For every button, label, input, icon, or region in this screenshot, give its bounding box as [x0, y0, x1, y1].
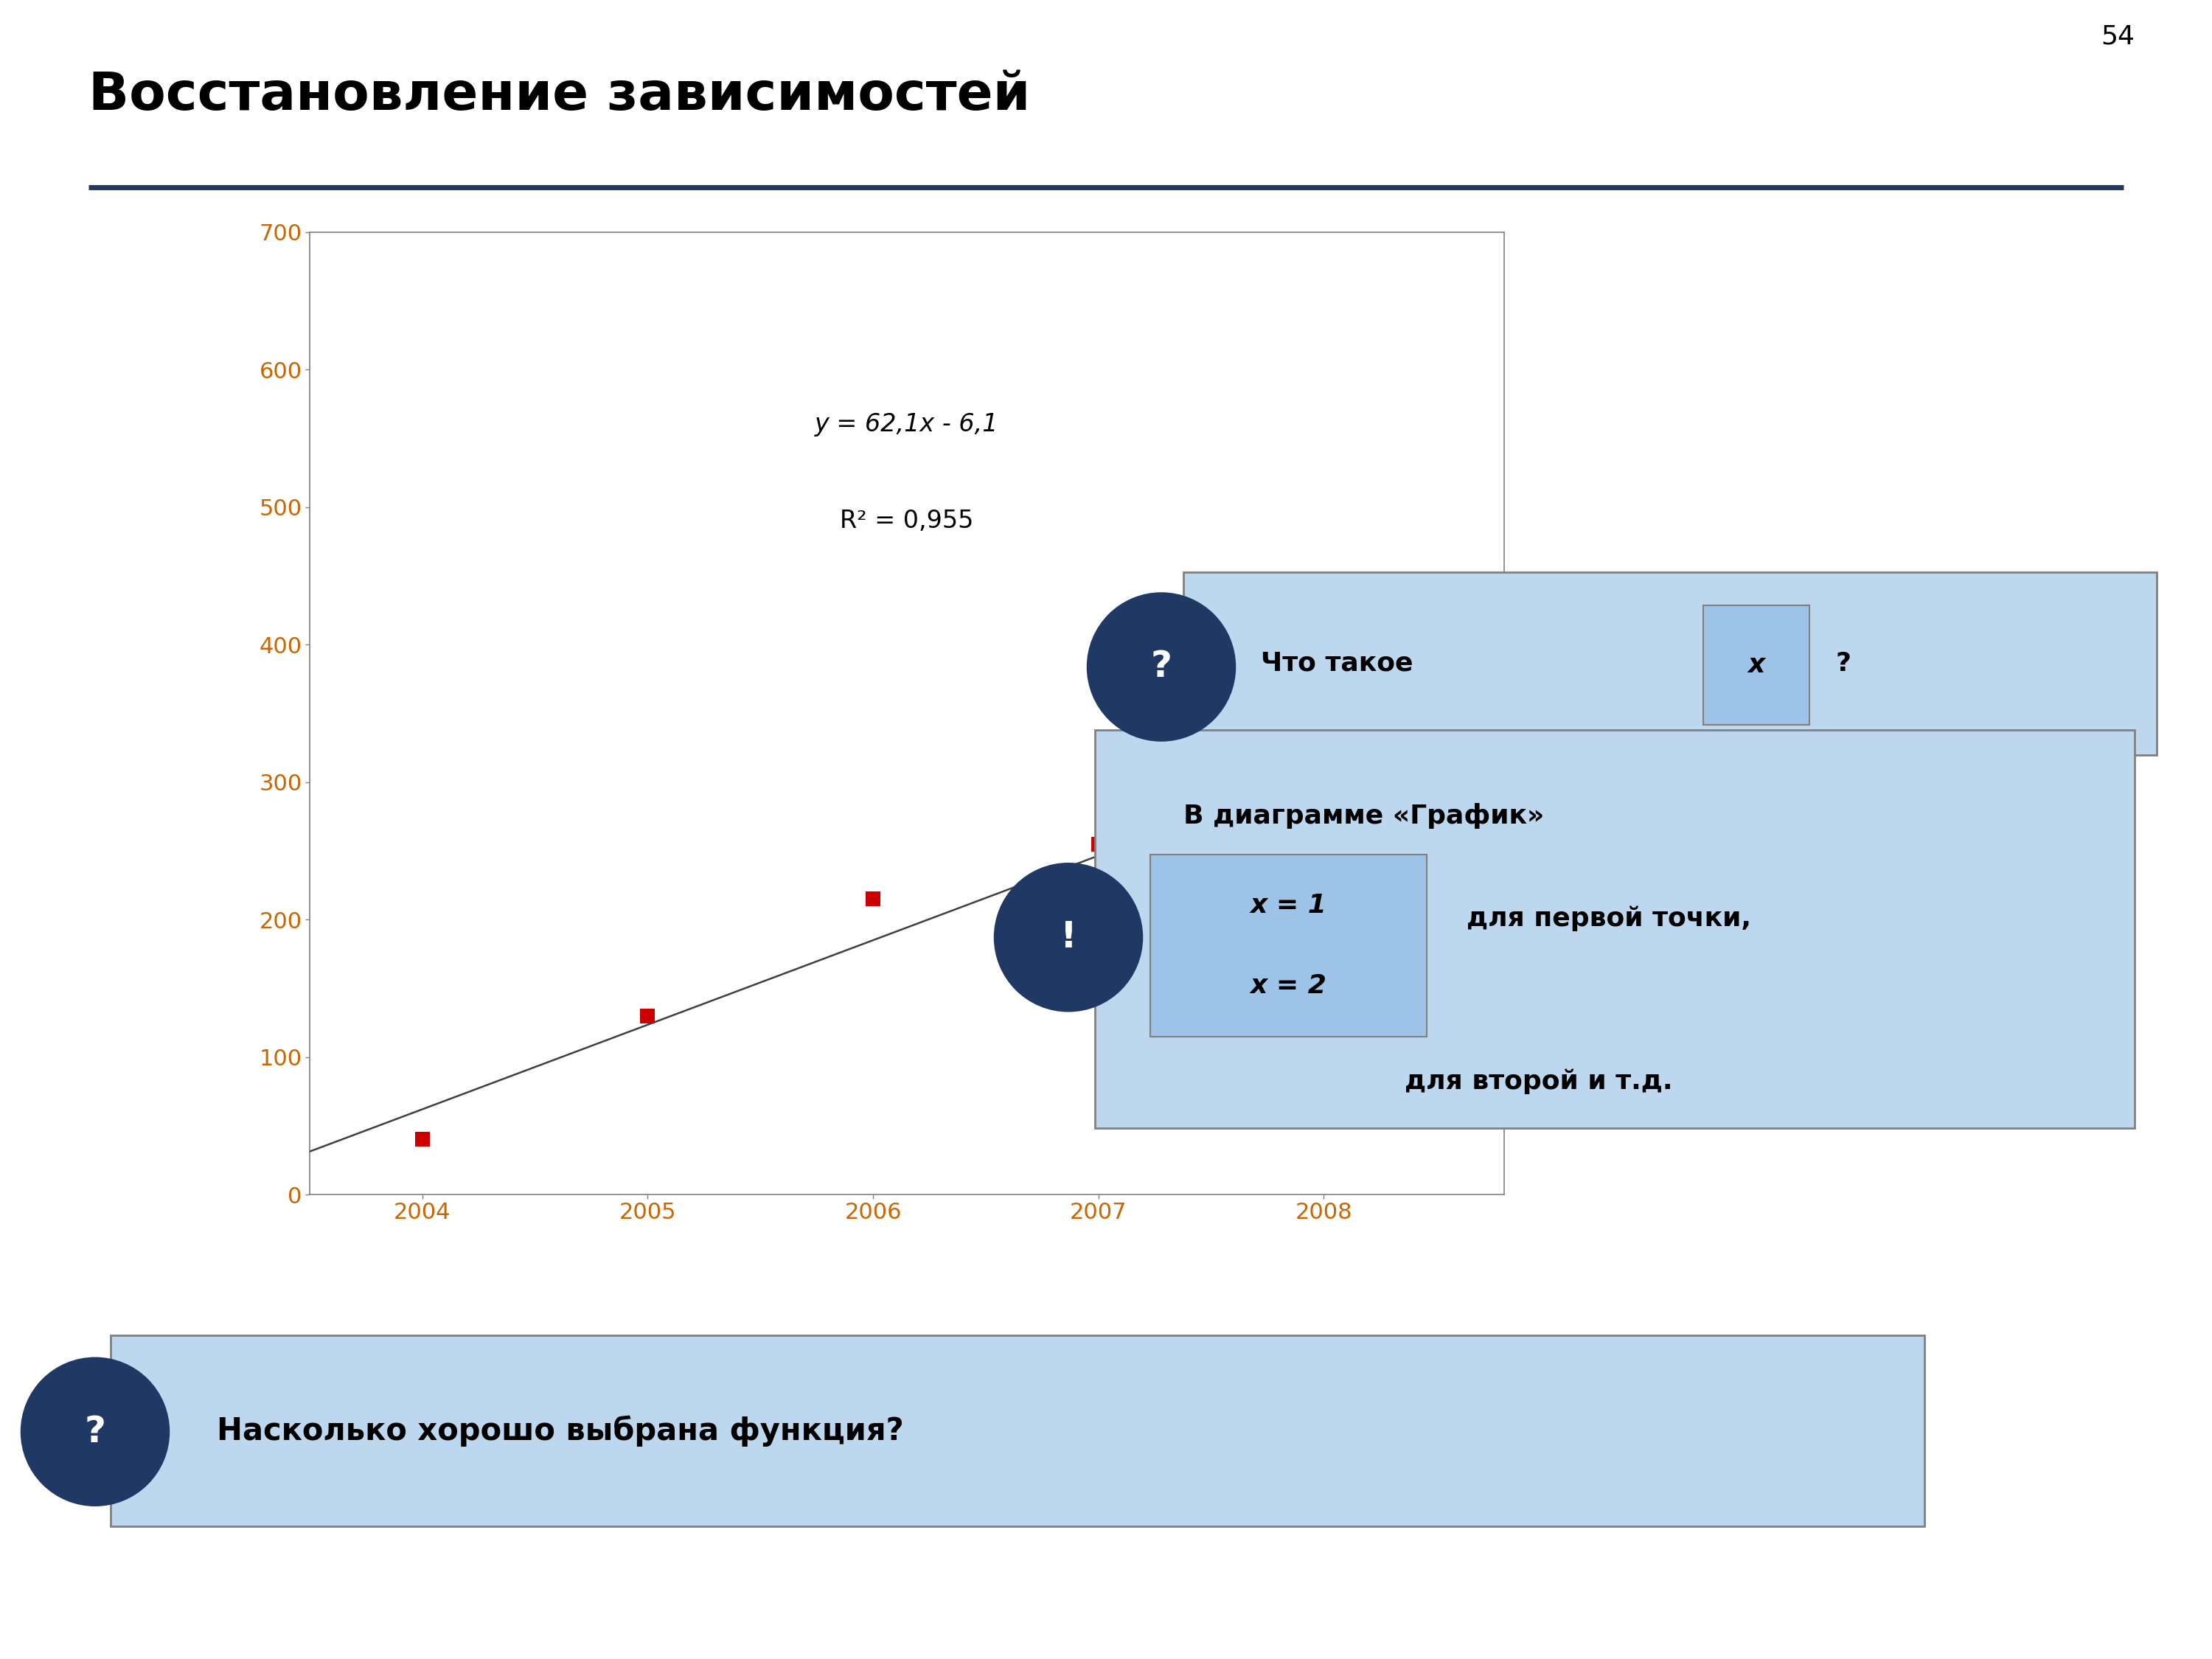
Ellipse shape: [20, 1357, 170, 1506]
Ellipse shape: [1086, 592, 1237, 742]
Text: x: x: [1747, 652, 1765, 679]
Text: ?: ?: [1150, 649, 1172, 685]
Text: Восстановление зависимостей: Восстановление зависимостей: [88, 70, 1031, 121]
Text: для второй и т.д.: для второй и т.д.: [1405, 1068, 1672, 1095]
Text: 54: 54: [2101, 23, 2135, 50]
Text: !: !: [1060, 919, 1077, 956]
Text: R² = 0,955: R² = 0,955: [841, 509, 973, 533]
FancyBboxPatch shape: [1095, 730, 2135, 1128]
Text: Насколько хорошо выбрана функция?: Насколько хорошо выбрана функция?: [217, 1415, 905, 1447]
Text: y = 62,1x - 6,1: y = 62,1x - 6,1: [814, 413, 1000, 436]
Point: [1305, 790, 1340, 816]
Point: [630, 1002, 666, 1029]
Text: ?: ?: [1836, 650, 1851, 677]
FancyBboxPatch shape: [1150, 854, 1427, 1037]
Text: x = 1: x = 1: [1250, 893, 1327, 917]
Point: [856, 886, 891, 912]
Point: [405, 1126, 440, 1153]
FancyBboxPatch shape: [111, 1335, 1924, 1526]
Text: x = 2: x = 2: [1250, 974, 1327, 999]
Point: [1082, 831, 1117, 858]
Text: ?: ?: [84, 1413, 106, 1450]
Text: Что такое: Что такое: [1261, 650, 1422, 677]
Ellipse shape: [993, 863, 1144, 1012]
FancyBboxPatch shape: [1703, 606, 1809, 725]
FancyBboxPatch shape: [1183, 572, 2157, 755]
Text: для первой точки,: для первой точки,: [1467, 906, 1752, 931]
Text: В диаграмме «График»: В диаграмме «График»: [1183, 803, 1544, 830]
